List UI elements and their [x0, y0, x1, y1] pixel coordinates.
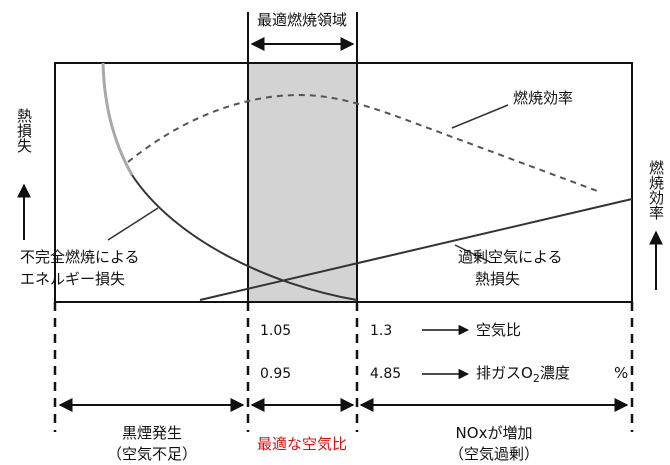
- excess-air-loss-pointer: [454, 244, 491, 263]
- excess-air-loss-label-1: 過剰空気による: [458, 248, 563, 266]
- efficiency-label: 燃焼効率: [513, 89, 573, 107]
- incomplete-loss-pointer: [107, 207, 159, 241]
- air-ratio-right-value: 1.3: [370, 323, 392, 339]
- efficiency-curve: [127, 93, 601, 193]
- efficiency-pointer: [451, 104, 509, 129]
- incomplete-loss-label-2: エネルギー損失: [20, 270, 125, 288]
- incomplete-loss-curve-lower: [131, 174, 358, 301]
- air-shortage-label: （空気不足）: [107, 445, 197, 463]
- o2-label: 排ガスO2濃度: [476, 364, 570, 385]
- air-ratio-label: 空気比: [476, 321, 521, 339]
- optimal-region: [248, 63, 357, 302]
- incomplete-loss-curve-upper: [101, 62, 134, 176]
- nox-increase-label: NOxが増加: [456, 424, 533, 442]
- air-ratio-left-value: 1.05: [260, 323, 291, 339]
- excess-air-loss-line: [199, 198, 633, 301]
- efficiency-axis-label: 燃焼効率: [647, 159, 665, 220]
- incomplete-loss-label-1: 不完全燃焼による: [20, 248, 140, 266]
- heat-loss-axis-label: 熱損失: [15, 108, 33, 153]
- plot-frame: [54, 62, 633, 303]
- optimal-region-label: 最適燃焼領域: [257, 11, 347, 29]
- excess-air-loss-label-2: 熱損失: [475, 270, 520, 288]
- air-excess-label: （空気過剰）: [449, 445, 539, 463]
- o2-unit: %: [614, 364, 628, 382]
- o2-right-value: 4.85: [370, 366, 401, 382]
- o2-left-value: 0.95: [260, 366, 291, 382]
- black-smoke-label: 黒煙発生: [122, 424, 182, 442]
- optimal-air-ratio-label: 最適な空気比: [257, 435, 347, 453]
